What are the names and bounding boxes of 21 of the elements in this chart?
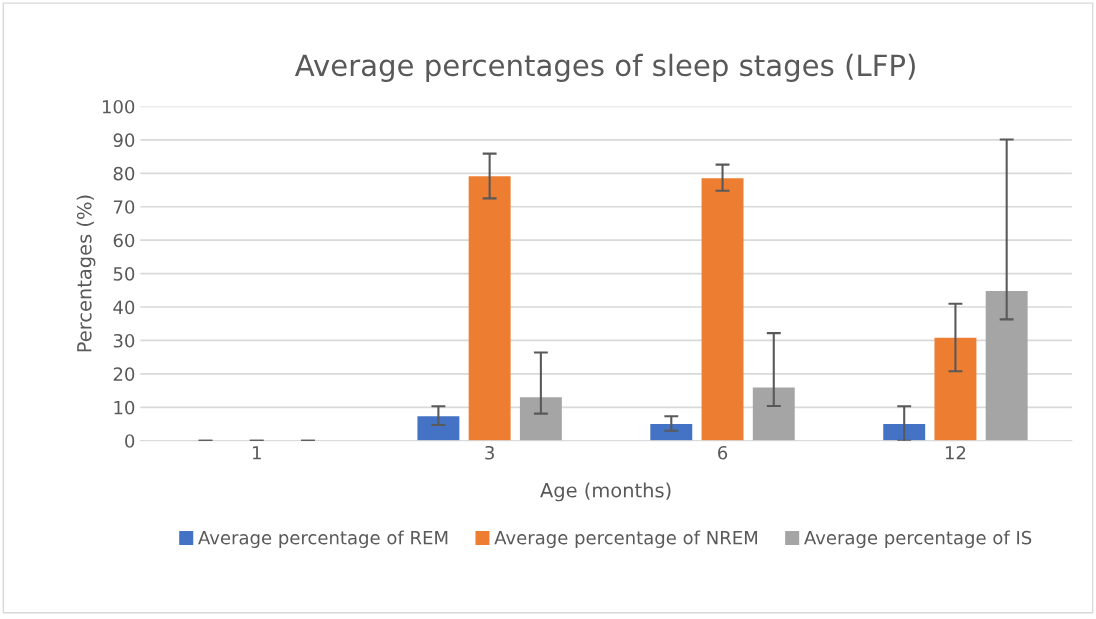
y-tick-label: 10 <box>114 400 135 415</box>
x-tick-label: 1 <box>252 446 261 460</box>
x-tick-label: 6 <box>718 445 728 460</box>
x-tick-label: 3 <box>485 445 494 460</box>
y-tick-label: 40 <box>113 300 135 315</box>
y-tick-label: 90 <box>113 133 135 148</box>
y-tick-label: 50 <box>113 267 135 281</box>
legend-label: Average percentage of NREM <box>494 530 758 548</box>
y-tick-label: 100 <box>102 99 135 114</box>
chart-title: Average percentages of sleep stages (LFP) <box>294 53 915 82</box>
x-tick-label: 12 <box>945 445 966 460</box>
legend-label: Average percentage of REM <box>198 530 448 548</box>
x-axis-title: Age (months) <box>540 482 671 502</box>
y-tick-label: 30 <box>113 333 135 348</box>
y-tick-label: 60 <box>113 233 135 248</box>
y-tick-label: 20 <box>113 367 135 381</box>
y-tick-label: 80 <box>113 166 135 181</box>
legend-label: Average percentage of IS <box>804 530 1032 548</box>
y-tick-label: 70 <box>113 200 135 214</box>
y-axis-title: Percentages (%) <box>76 195 96 352</box>
y-tick-label: 0 <box>125 434 135 448</box>
